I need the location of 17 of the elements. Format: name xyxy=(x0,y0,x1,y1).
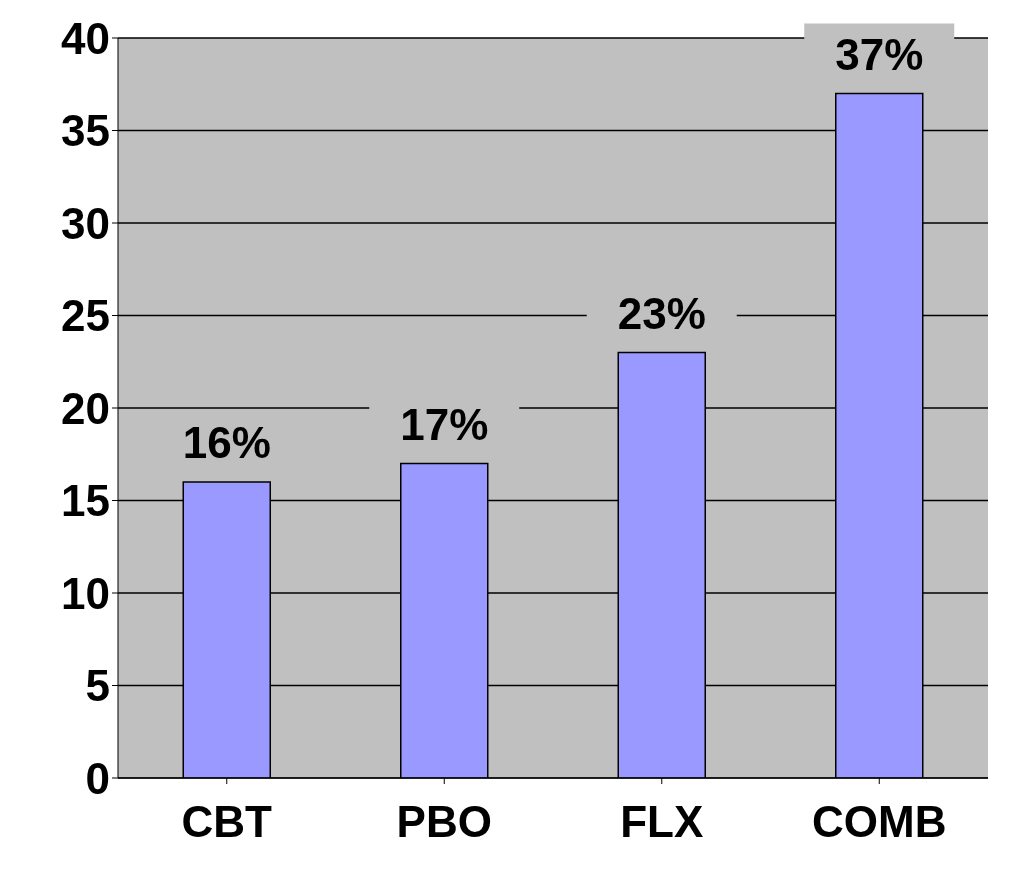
y-tick-label: 35 xyxy=(61,106,110,156)
y-tick-label: 20 xyxy=(61,383,110,433)
y-tick-label: 0 xyxy=(85,753,110,803)
y-tick-label: 15 xyxy=(61,476,110,526)
x-tick-label: FLX xyxy=(620,797,704,847)
x-tick-label: PBO xyxy=(396,797,492,847)
x-tick-label: COMB xyxy=(812,797,947,847)
x-tick-label: CBT xyxy=(181,797,273,847)
data-label: 17% xyxy=(400,399,489,449)
data-label: 37% xyxy=(835,29,924,79)
y-tick-label: 5 xyxy=(85,661,110,711)
y-tick-label: 25 xyxy=(61,291,110,341)
y-tick-label: 40 xyxy=(61,13,110,63)
y-tick-label: 10 xyxy=(61,568,110,618)
data-label: 23% xyxy=(617,288,706,338)
y-tick-label: 30 xyxy=(61,198,110,248)
data-label: 16% xyxy=(182,418,271,467)
